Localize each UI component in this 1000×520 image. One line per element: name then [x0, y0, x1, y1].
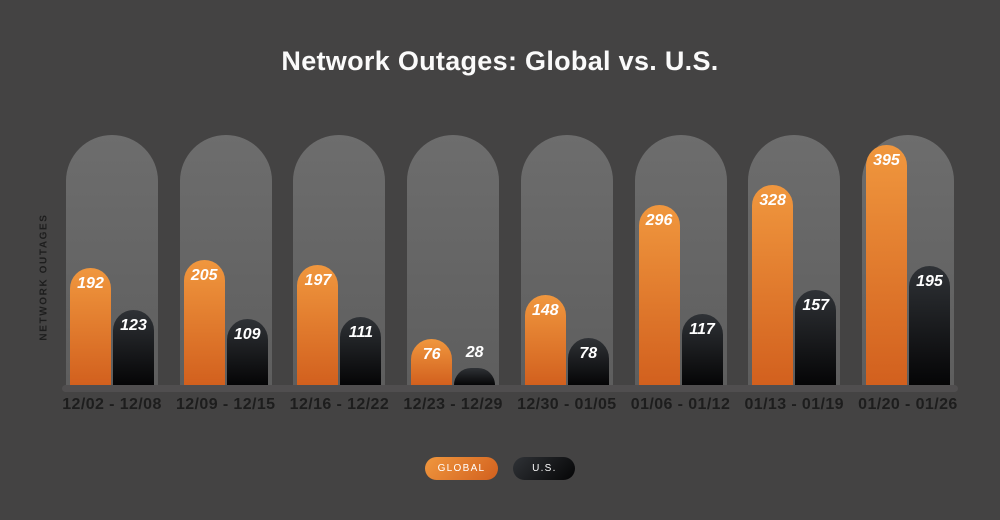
value-label-global: 296 — [645, 212, 673, 229]
bar-us — [340, 317, 382, 385]
legend-global-pill[interactable]: GLOBAL — [424, 457, 499, 480]
bar-group: 395 195 01/20 - 01/26 — [858, 135, 957, 413]
bar-global — [411, 339, 453, 385]
value-label-global: 192 — [77, 275, 104, 292]
bar-global — [752, 185, 794, 385]
bar-us — [454, 368, 496, 385]
x-axis-label: 12/16 - 12/22 — [289, 396, 390, 413]
value-label-global: 328 — [759, 192, 787, 209]
legend-us-label: U.S. — [532, 463, 557, 474]
bar-group: 197 111 12/16 - 12/22 — [290, 135, 389, 413]
x-axis-line — [62, 385, 958, 392]
value-label-us: 28 — [465, 344, 484, 361]
value-label-global: 205 — [190, 267, 218, 284]
value-label-global: 76 — [422, 346, 441, 363]
bar-global — [524, 295, 566, 385]
bar-group: 76 28 12/23 - 12/29 — [403, 135, 502, 413]
bar-global — [638, 205, 680, 385]
value-label-global: 148 — [531, 302, 559, 319]
value-label-us: 111 — [348, 324, 374, 341]
x-axis-label: 12/02 - 12/08 — [62, 396, 162, 413]
bar-us — [795, 290, 837, 385]
x-axis-label: 12/09 - 12/15 — [175, 396, 276, 413]
bar-group: 205 109 12/09 - 12/15 — [176, 135, 275, 413]
value-label-us: 78 — [579, 345, 598, 362]
value-label-us: 109 — [233, 326, 261, 343]
x-axis-label: 01/20 - 01/26 — [858, 396, 958, 413]
bar-group: 192 123 12/02 - 12/08 — [62, 135, 161, 413]
bar-us — [908, 266, 950, 385]
bar-global — [70, 268, 111, 385]
plot-area: 192 123 12/02 - 12/08 205 109 12/09 - 12/15 19… — [62, 135, 957, 413]
x-axis-label: 01/06 - 01/12 — [630, 396, 731, 413]
value-label-us: 123 — [120, 317, 147, 334]
value-label-global: 197 — [304, 272, 332, 289]
chart-title: Network Outages: Global vs. U.S. — [281, 46, 719, 76]
value-label-us: 157 — [802, 297, 830, 314]
bar-us — [113, 310, 154, 385]
bar-us — [226, 319, 268, 385]
value-label-us: 117 — [689, 321, 715, 338]
bar-group: 328 157 01/13 - 01/19 — [744, 135, 844, 413]
bar-group: 148 78 12/30 - 01/05 — [517, 135, 616, 413]
x-axis-label: 12/23 - 12/29 — [403, 396, 503, 413]
bar-global — [183, 260, 225, 385]
value-label-us: 195 — [916, 273, 943, 290]
bar-us — [567, 338, 609, 385]
x-axis-label: 01/13 - 01/19 — [744, 396, 844, 413]
bar-global — [297, 265, 339, 385]
y-axis-label: NETWORK OUTAGES — [38, 213, 50, 341]
bar-group: 296 117 01/06 - 01/12 — [631, 135, 730, 413]
legend-us-pill[interactable]: U.S. — [513, 457, 576, 480]
legend: GLOBAL U.S. — [0, 457, 1000, 480]
bar-us — [681, 314, 723, 385]
legend-global-label: GLOBAL — [437, 463, 486, 474]
value-label-global: 395 — [873, 152, 900, 169]
bar-global — [865, 145, 907, 385]
x-axis-label: 12/30 - 01/05 — [517, 396, 617, 413]
